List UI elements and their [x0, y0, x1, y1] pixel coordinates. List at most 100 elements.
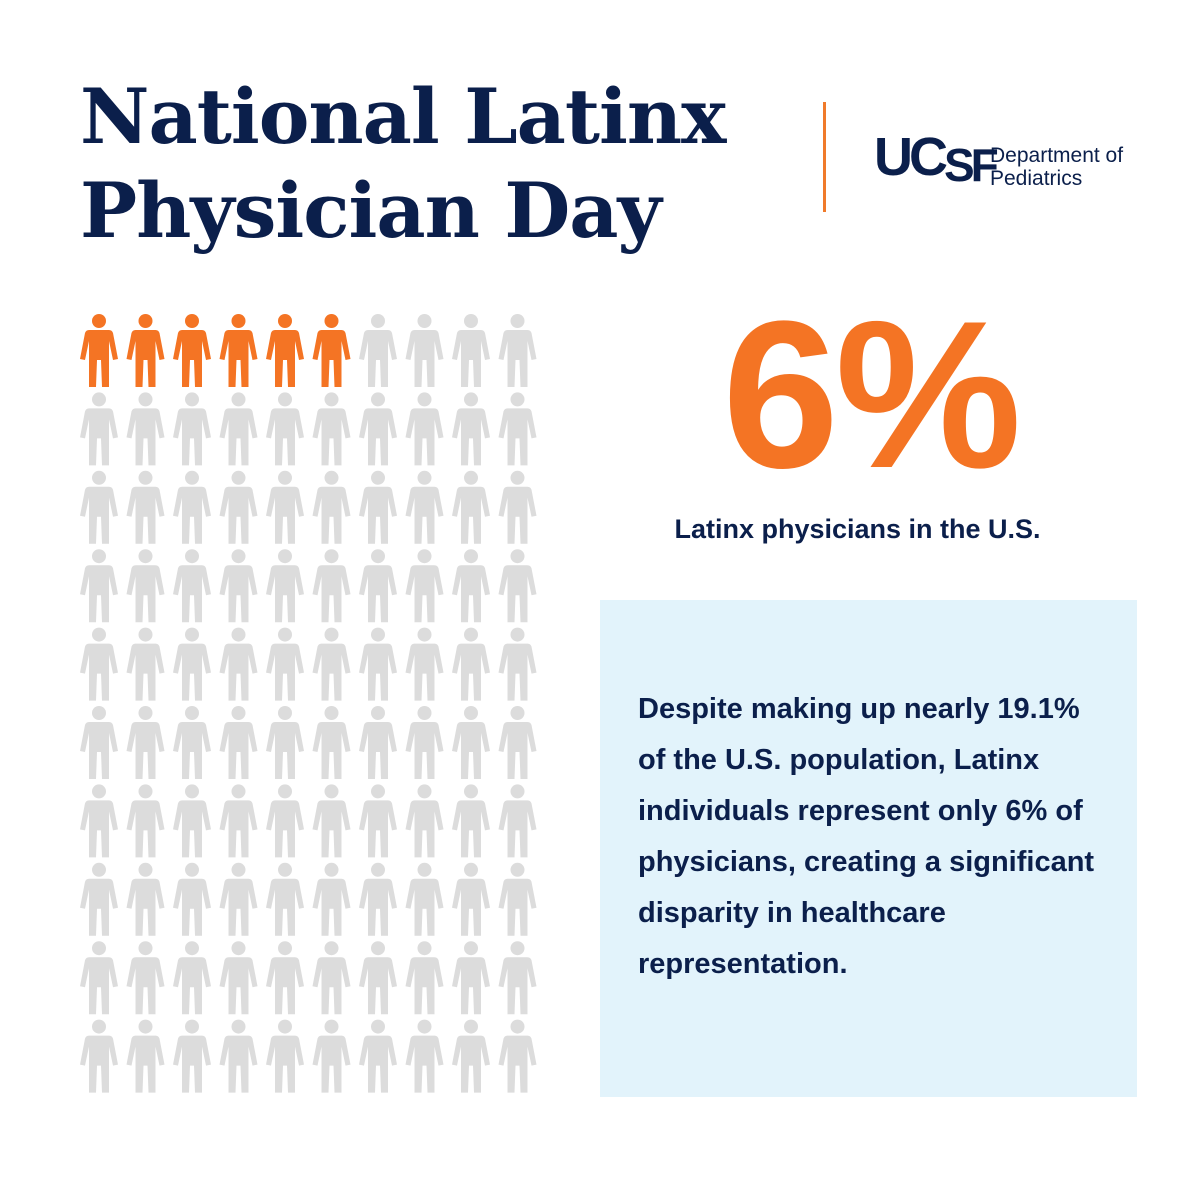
person-icon: [312, 470, 351, 544]
person-icon: [498, 314, 537, 387]
person-icon: [219, 627, 258, 701]
person-icon: [219, 470, 258, 544]
person-icon: [359, 314, 397, 387]
person-icon: [80, 941, 118, 1015]
person-icon: [452, 549, 490, 623]
title-line-2: Physician Day: [80, 166, 662, 255]
person-icon: [405, 470, 444, 544]
person-icon-highlighted: [80, 314, 118, 387]
person-icon: [359, 470, 397, 544]
person-icon: [312, 1019, 351, 1093]
department-name: Department of Pediatrics: [990, 144, 1123, 190]
person-icon-highlighted: [126, 314, 165, 387]
person-icon: [405, 549, 444, 623]
person-icon: [219, 706, 258, 779]
person-icon: [359, 862, 397, 936]
info-box: Despite making up nearly 19.1% of the U.…: [600, 600, 1137, 1097]
person-icon: [126, 706, 165, 779]
person-icon: [219, 784, 258, 858]
person-icon: [498, 941, 537, 1015]
person-icon: [266, 549, 304, 623]
pictogram-svg: [80, 314, 537, 1093]
person-icon: [173, 941, 211, 1015]
person-icon: [126, 549, 165, 623]
person-icon: [405, 784, 444, 858]
person-icon: [498, 784, 537, 858]
info-text: Despite making up nearly 19.1% of the U.…: [638, 693, 1095, 980]
department-line-1: Department of: [990, 144, 1124, 167]
person-icon: [80, 784, 118, 858]
pictogram-grid: [76, 313, 546, 1093]
stat-value: 6%: [722, 277, 1022, 512]
person-icon: [312, 784, 351, 858]
person-icon: [219, 392, 258, 466]
person-icon: [312, 627, 351, 701]
person-icon: [173, 862, 211, 936]
person-icon: [405, 941, 444, 1015]
person-icon: [80, 627, 118, 701]
page-title: National Latinx Physician Day: [80, 70, 726, 258]
person-icon: [219, 941, 258, 1015]
person-icon: [498, 392, 537, 466]
department-line-2: Pediatrics: [990, 167, 1083, 190]
logo-mark-uc: UC: [874, 127, 948, 187]
person-icon: [266, 706, 304, 779]
person-icon: [173, 784, 211, 858]
person-icon: [452, 1019, 490, 1093]
person-icon: [452, 627, 490, 701]
person-icon: [498, 627, 537, 701]
person-icon: [266, 784, 304, 858]
person-icon: [266, 627, 304, 701]
person-icon: [173, 706, 211, 779]
person-icon: [405, 862, 444, 936]
person-icon: [498, 549, 537, 623]
person-icon: [126, 862, 165, 936]
person-icon: [498, 470, 537, 544]
person-icon: [312, 392, 351, 466]
person-icon: [126, 627, 165, 701]
person-icon: [173, 470, 211, 544]
person-icon: [312, 941, 351, 1015]
person-icon: [126, 1019, 165, 1093]
person-icon: [405, 314, 444, 387]
person-icon: [80, 862, 118, 936]
person-icon: [452, 784, 490, 858]
title-line-1: National Latinx: [80, 72, 726, 161]
stat-caption: Latinx physicians in the U.S.: [674, 514, 1041, 544]
person-icon: [266, 941, 304, 1015]
person-icon: [452, 862, 490, 936]
person-icon: [266, 862, 304, 936]
person-icon: [452, 314, 490, 387]
person-icon: [359, 706, 397, 779]
person-icon: [359, 627, 397, 701]
person-icon: [312, 549, 351, 623]
person-icon: [359, 392, 397, 466]
person-icon: [266, 1019, 304, 1093]
person-icon: [498, 862, 537, 936]
person-icon: [219, 862, 258, 936]
person-icon-highlighted: [312, 314, 351, 387]
person-icon: [80, 1019, 118, 1093]
person-icon: [266, 392, 304, 466]
person-icon: [312, 862, 351, 936]
person-icon: [312, 706, 351, 779]
person-icon-highlighted: [219, 314, 258, 387]
person-icon: [359, 784, 397, 858]
person-icon: [405, 706, 444, 779]
person-icon: [173, 392, 211, 466]
person-icon: [219, 549, 258, 623]
person-icon: [126, 941, 165, 1015]
person-icon: [498, 1019, 537, 1093]
person-icon: [405, 1019, 444, 1093]
person-icon: [80, 549, 118, 623]
person-icon: [80, 392, 118, 466]
header-divider: [823, 102, 826, 212]
person-icon-highlighted: [173, 314, 211, 387]
person-icon: [359, 1019, 397, 1093]
person-icon: [126, 392, 165, 466]
person-icon: [173, 549, 211, 623]
person-icon: [498, 706, 537, 779]
person-icon: [452, 392, 490, 466]
person-icon: [173, 1019, 211, 1093]
person-icon: [80, 706, 118, 779]
